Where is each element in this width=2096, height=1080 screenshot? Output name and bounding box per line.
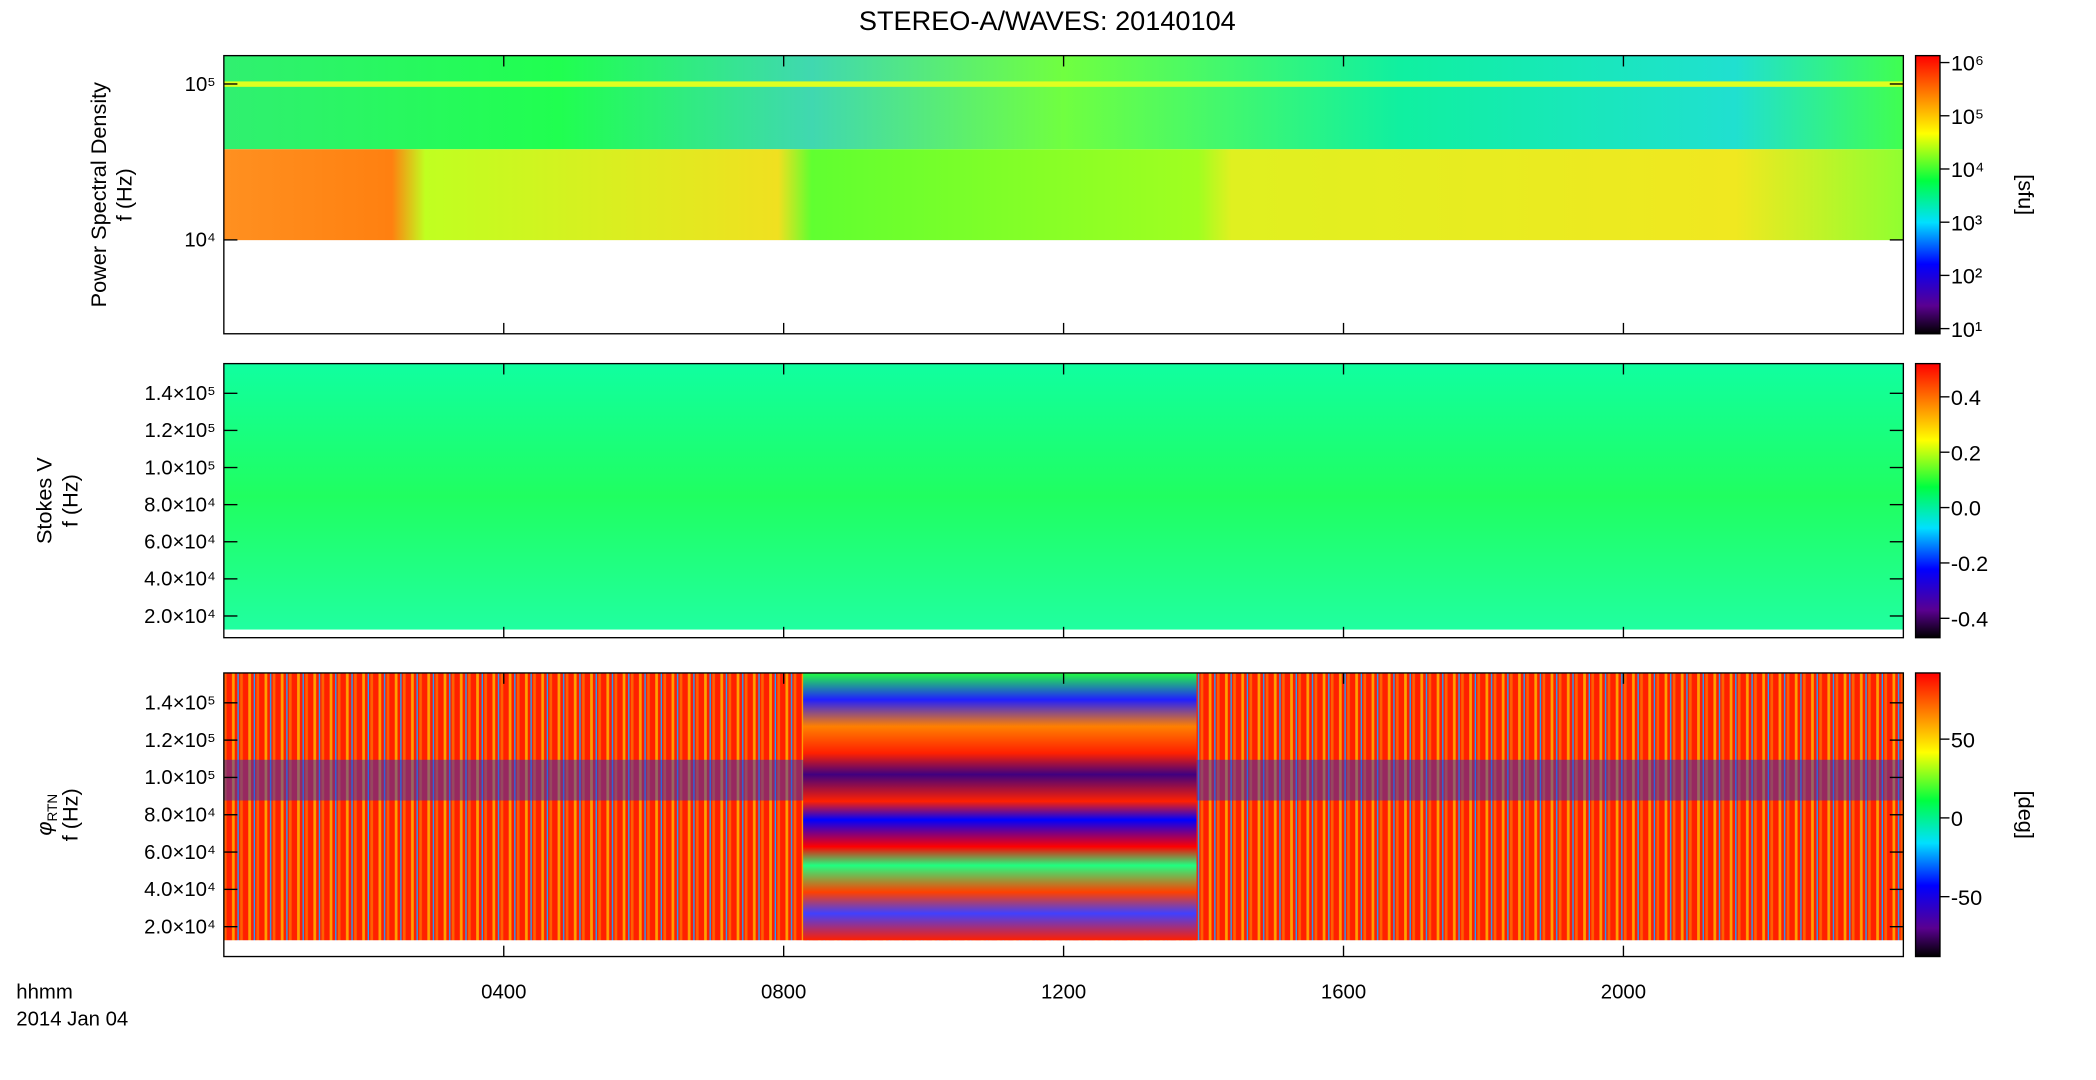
colorbar-tick-label: 0.0 — [1951, 496, 1981, 521]
y-axis-label-symbol: φ — [32, 821, 57, 835]
colorbar-tick-label: -0.2 — [1951, 551, 1988, 576]
colorbar-tick-label: 0.2 — [1951, 440, 1981, 465]
colorbar — [1914, 362, 1941, 639]
spectrogram-image — [803, 672, 1197, 941]
x-tick-label: 0800 — [761, 982, 806, 1004]
date-label: 2014 Jan 04 — [16, 1009, 128, 1031]
y-tick-label: 1.0×10⁵ — [144, 457, 215, 479]
x-tick-label: 0400 — [481, 982, 526, 1004]
colorbar-tick-label: 10⁶ — [1951, 51, 1984, 76]
spectrogram-image — [223, 55, 1904, 150]
y-axis-label: f (Hz) — [112, 168, 137, 221]
colorbar-label: [sfu] — [2014, 174, 2039, 215]
y-tick-label: 6.0×10⁴ — [144, 842, 216, 864]
colorbar-label: [deg] — [2014, 791, 2039, 839]
y-tick-label: 10⁵ — [185, 74, 216, 96]
x-tick-label: 1600 — [1321, 982, 1366, 1004]
colorbar — [1914, 672, 1941, 958]
colorbar-tick-label: 10⁴ — [1951, 157, 1984, 182]
spectrogram-image — [223, 81, 1904, 87]
colorbar-tick-label: 0 — [1951, 806, 1963, 831]
y-axis-label: φRTN — [32, 794, 60, 836]
colorbar-tick-label: 10² — [1951, 264, 1982, 289]
colorbar-tick-label: 10³ — [1951, 210, 1982, 235]
y-axis-label: f (Hz) — [57, 788, 82, 841]
y-tick-label: 8.0×10⁴ — [144, 494, 216, 516]
y-axis-label: Power Spectral Density — [86, 82, 111, 308]
x-tick-label: 2000 — [1601, 982, 1646, 1004]
colorbar-tick-label: 50 — [1951, 727, 1975, 752]
spectrogram-image — [223, 149, 1904, 241]
y-axis-label: f (Hz) — [57, 474, 82, 527]
y-tick-label: 1.2×10⁵ — [144, 420, 215, 442]
y-tick-label: 1.2×10⁵ — [144, 730, 215, 752]
figure-title: STEREO-A/WAVES: 20140104 — [859, 5, 1236, 36]
spectrogram-image — [223, 363, 1904, 630]
y-tick-label: 1.4×10⁵ — [144, 693, 215, 715]
colorbar-tick-label: 10¹ — [1951, 317, 1982, 342]
y-tick-label: 2.0×10⁴ — [144, 606, 216, 628]
x-tick-label: 1200 — [1041, 982, 1086, 1004]
colorbar-tick-label: 10⁵ — [1951, 104, 1984, 129]
y-tick-label: 4.0×10⁴ — [144, 569, 216, 591]
colorbar-tick-label: -50 — [1951, 885, 1982, 910]
x-axis-label: hhmm — [16, 982, 73, 1004]
y-tick-label: 2.0×10⁴ — [144, 916, 216, 938]
colorbar-tick-label: 0.4 — [1951, 385, 1981, 410]
colorbar-tick-label: -0.4 — [1951, 606, 1988, 631]
y-axis-label-subscript: RTN — [45, 794, 60, 822]
y-tick-label: 1.4×10⁵ — [144, 383, 215, 405]
y-tick-label: 10⁴ — [184, 230, 215, 252]
y-tick-label: 6.0×10⁴ — [144, 532, 216, 554]
colorbar — [1914, 54, 1941, 335]
y-axis-label: Stokes V — [32, 457, 57, 544]
y-tick-label: 4.0×10⁴ — [144, 879, 216, 901]
y-tick-label: 8.0×10⁴ — [144, 805, 216, 827]
y-tick-label: 1.0×10⁵ — [144, 767, 215, 789]
